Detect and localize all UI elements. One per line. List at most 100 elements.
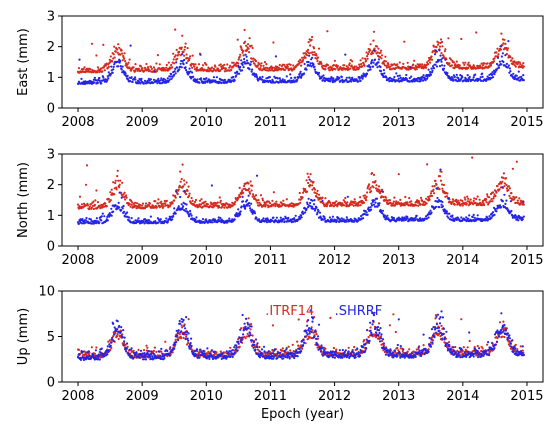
data-point xyxy=(152,78,155,81)
data-point xyxy=(182,63,185,66)
data-point xyxy=(432,67,436,70)
data-point xyxy=(201,64,205,67)
data-point xyxy=(467,197,470,200)
data-point xyxy=(408,348,411,351)
data-point xyxy=(179,195,182,199)
data-point xyxy=(445,195,448,198)
data-point xyxy=(265,63,268,66)
data-point xyxy=(126,74,129,77)
data-point xyxy=(298,61,301,64)
data-point xyxy=(190,337,193,340)
data-point xyxy=(384,55,387,58)
data-point xyxy=(521,64,524,67)
data-point xyxy=(251,184,254,187)
data-point xyxy=(363,201,366,204)
data-point xyxy=(507,188,510,192)
data-point xyxy=(317,71,321,74)
data-point xyxy=(133,351,136,354)
data-point xyxy=(164,78,167,81)
data-point xyxy=(313,65,316,68)
data-point xyxy=(521,349,524,352)
data-point xyxy=(201,218,205,221)
data-point xyxy=(359,59,362,62)
data-point xyxy=(247,323,250,326)
data-point xyxy=(206,203,209,206)
data-point xyxy=(515,196,518,199)
series-shrrf xyxy=(76,40,525,86)
data-point xyxy=(233,203,236,206)
data-point xyxy=(181,53,184,56)
data-point xyxy=(443,64,446,67)
data-point xyxy=(155,206,158,209)
y-tick-label: 2 xyxy=(47,178,55,193)
data-point xyxy=(396,74,399,78)
data-point xyxy=(370,190,373,193)
data-point xyxy=(495,69,498,72)
data-point xyxy=(116,320,119,323)
data-point xyxy=(325,205,328,208)
data-point xyxy=(116,332,119,336)
data-point xyxy=(234,200,237,204)
data-point xyxy=(165,199,168,202)
data-point xyxy=(135,202,139,205)
data-point xyxy=(393,196,396,199)
y-tick-label: 1 xyxy=(47,71,55,86)
data-point xyxy=(128,348,131,351)
data-point xyxy=(498,321,502,324)
data-point xyxy=(231,349,234,352)
x-tick-label: 2012 xyxy=(318,253,351,268)
data-point xyxy=(433,53,437,56)
data-point xyxy=(442,54,445,57)
data-point xyxy=(509,70,512,73)
data-point xyxy=(168,354,171,357)
data-point xyxy=(185,203,188,206)
data-point xyxy=(263,350,266,353)
data-point xyxy=(96,81,99,84)
data-point xyxy=(253,195,256,198)
data-point xyxy=(246,335,249,338)
data-point xyxy=(247,47,250,50)
data-point xyxy=(370,208,373,211)
data-point xyxy=(111,336,114,339)
data-point xyxy=(95,222,98,225)
data-point xyxy=(251,68,254,71)
data-point xyxy=(170,77,173,80)
data-point xyxy=(185,316,188,319)
data-point xyxy=(98,79,101,82)
data-point xyxy=(100,215,103,218)
data-point xyxy=(114,204,117,207)
data-point xyxy=(252,60,255,63)
data-point xyxy=(141,352,144,355)
data-point xyxy=(427,348,430,351)
data-point xyxy=(186,337,189,340)
data-point xyxy=(300,64,303,67)
data-point xyxy=(320,62,323,65)
data-point xyxy=(285,67,288,70)
data-point xyxy=(371,52,375,55)
data-point xyxy=(323,217,326,220)
data-point xyxy=(172,58,175,61)
data-point xyxy=(406,201,409,204)
data-point xyxy=(261,352,264,355)
data-point xyxy=(80,222,84,225)
data-point xyxy=(413,59,416,62)
data-point xyxy=(358,77,361,80)
data-point xyxy=(288,357,291,360)
data-point xyxy=(445,210,448,213)
data-point xyxy=(189,55,192,58)
data-point xyxy=(173,207,176,210)
data-point xyxy=(85,216,88,220)
data-point xyxy=(502,176,505,179)
data-point xyxy=(438,65,442,68)
data-point xyxy=(264,354,267,357)
data-point xyxy=(187,339,190,342)
data-point xyxy=(500,55,503,58)
data-point xyxy=(85,164,89,167)
data-point xyxy=(380,54,384,57)
data-point xyxy=(252,57,255,60)
data-point xyxy=(238,345,241,348)
data-point xyxy=(199,348,202,351)
data-point xyxy=(448,212,451,215)
data-point xyxy=(256,201,259,204)
